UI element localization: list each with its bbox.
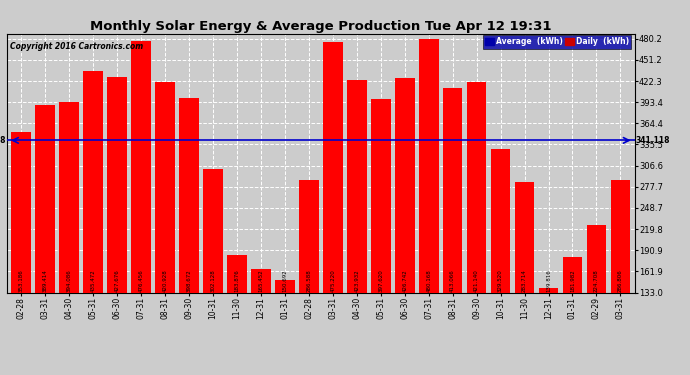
Bar: [371, 99, 391, 292]
Bar: [491, 149, 511, 292]
Bar: [275, 280, 295, 292]
Title: Monthly Solar Energy & Average Production Tue Apr 12 19:31: Monthly Solar Energy & Average Productio…: [90, 20, 551, 33]
Bar: [35, 105, 55, 292]
Bar: [562, 257, 582, 292]
Text: 286.588: 286.588: [306, 269, 311, 292]
Bar: [108, 77, 127, 292]
Text: 165.452: 165.452: [259, 269, 264, 292]
Text: 150.692: 150.692: [282, 269, 288, 292]
Bar: [419, 39, 439, 292]
Text: 329.520: 329.520: [498, 269, 503, 292]
Text: 427.676: 427.676: [115, 269, 119, 292]
Bar: [179, 98, 199, 292]
Bar: [467, 82, 486, 292]
Text: 302.128: 302.128: [210, 269, 215, 292]
Text: 398.672: 398.672: [186, 269, 192, 292]
Bar: [299, 180, 319, 292]
Text: 283.714: 283.714: [522, 269, 527, 292]
Text: 394.086: 394.086: [67, 269, 72, 292]
Bar: [12, 132, 31, 292]
Bar: [227, 255, 247, 292]
Bar: [539, 288, 558, 292]
Text: Copyright 2016 Cartronics.com: Copyright 2016 Cartronics.com: [10, 42, 144, 51]
Text: 435.472: 435.472: [90, 269, 96, 292]
Bar: [83, 71, 103, 292]
Bar: [59, 102, 79, 292]
Bar: [131, 42, 151, 292]
Bar: [515, 182, 534, 292]
Bar: [395, 78, 415, 292]
Text: 183.876: 183.876: [235, 269, 239, 292]
Text: 139.816: 139.816: [546, 269, 551, 292]
Bar: [586, 225, 607, 292]
Text: 421.140: 421.140: [474, 269, 479, 292]
Text: 420.928: 420.928: [163, 269, 168, 292]
Text: 413.066: 413.066: [450, 269, 455, 292]
Text: 475.220: 475.220: [331, 269, 335, 292]
Text: 224.708: 224.708: [594, 269, 599, 292]
Text: 181.982: 181.982: [570, 269, 575, 292]
Bar: [443, 88, 462, 292]
Text: 341.118: 341.118: [636, 136, 671, 145]
Bar: [611, 180, 630, 292]
Text: 480.168: 480.168: [426, 269, 431, 292]
Bar: [323, 42, 343, 292]
Text: 476.456: 476.456: [139, 269, 144, 292]
Text: 286.806: 286.806: [618, 269, 623, 292]
Bar: [347, 80, 366, 292]
Text: 423.932: 423.932: [354, 269, 359, 292]
Bar: [251, 269, 270, 292]
Text: 426.742: 426.742: [402, 269, 407, 292]
Text: 389.414: 389.414: [43, 269, 48, 292]
Legend: Average  (kWh), Daily  (kWh): Average (kWh), Daily (kWh): [483, 35, 631, 49]
Text: 353.186: 353.186: [19, 269, 23, 292]
Bar: [155, 82, 175, 292]
Bar: [203, 169, 223, 292]
Text: 341.118: 341.118: [0, 136, 6, 145]
Text: 397.620: 397.620: [378, 269, 383, 292]
